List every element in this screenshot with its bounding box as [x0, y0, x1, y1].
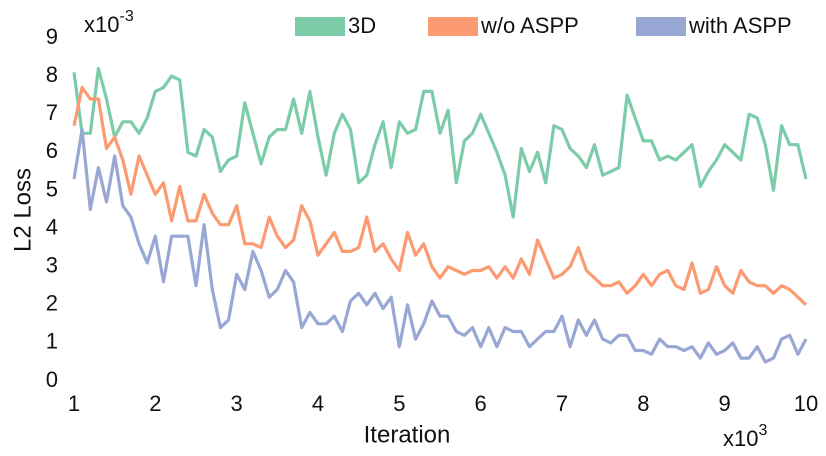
series-line: [72, 85, 808, 306]
legend-swatch: [636, 17, 686, 36]
x-tick-label: 4: [312, 391, 324, 416]
legend-label: with ASPP: [688, 13, 792, 38]
y-axis-label: L2 Loss: [9, 168, 36, 252]
y-tick-label: 8: [46, 62, 58, 87]
x-tick-label: 2: [149, 391, 161, 416]
x-multiplier-base: x10: [723, 426, 758, 451]
x-tick-label: 9: [719, 391, 731, 416]
x-tick-label: 1: [68, 391, 80, 416]
y-tick-label: 2: [46, 291, 58, 316]
x-multiplier: x103: [723, 422, 767, 451]
y-tick-label: 4: [46, 214, 58, 239]
y-tick-label: 6: [46, 138, 58, 163]
y-tick-label: 9: [46, 24, 58, 49]
x-tick-label: 5: [393, 391, 405, 416]
x-axis-label: Iteration: [364, 421, 451, 448]
x-multiplier-exponent: 3: [758, 422, 767, 439]
series-line: [72, 127, 808, 364]
y-multiplier-exponent: -3: [119, 8, 133, 25]
x-tick-label: 3: [231, 391, 243, 416]
legend-swatch: [295, 17, 345, 36]
y-tick-label: 1: [46, 329, 58, 354]
x-tick-label: 10: [794, 391, 818, 416]
x-tick-label: 7: [556, 391, 568, 416]
y-tick-label: 7: [46, 100, 58, 125]
legend-label: w/o ASPP: [480, 13, 579, 38]
y-multiplier-base: x10: [84, 12, 119, 37]
y-tick-label: 3: [46, 252, 58, 277]
x-tick-label: 6: [475, 391, 487, 416]
x-tick-label: 8: [637, 391, 649, 416]
y-tick-label: 5: [46, 176, 58, 201]
legend-swatch: [428, 17, 478, 36]
y-tick-label: 0: [46, 367, 58, 392]
y-multiplier: x10-3: [84, 8, 134, 37]
legend-label: 3D: [348, 13, 376, 38]
series-line: [72, 66, 808, 219]
